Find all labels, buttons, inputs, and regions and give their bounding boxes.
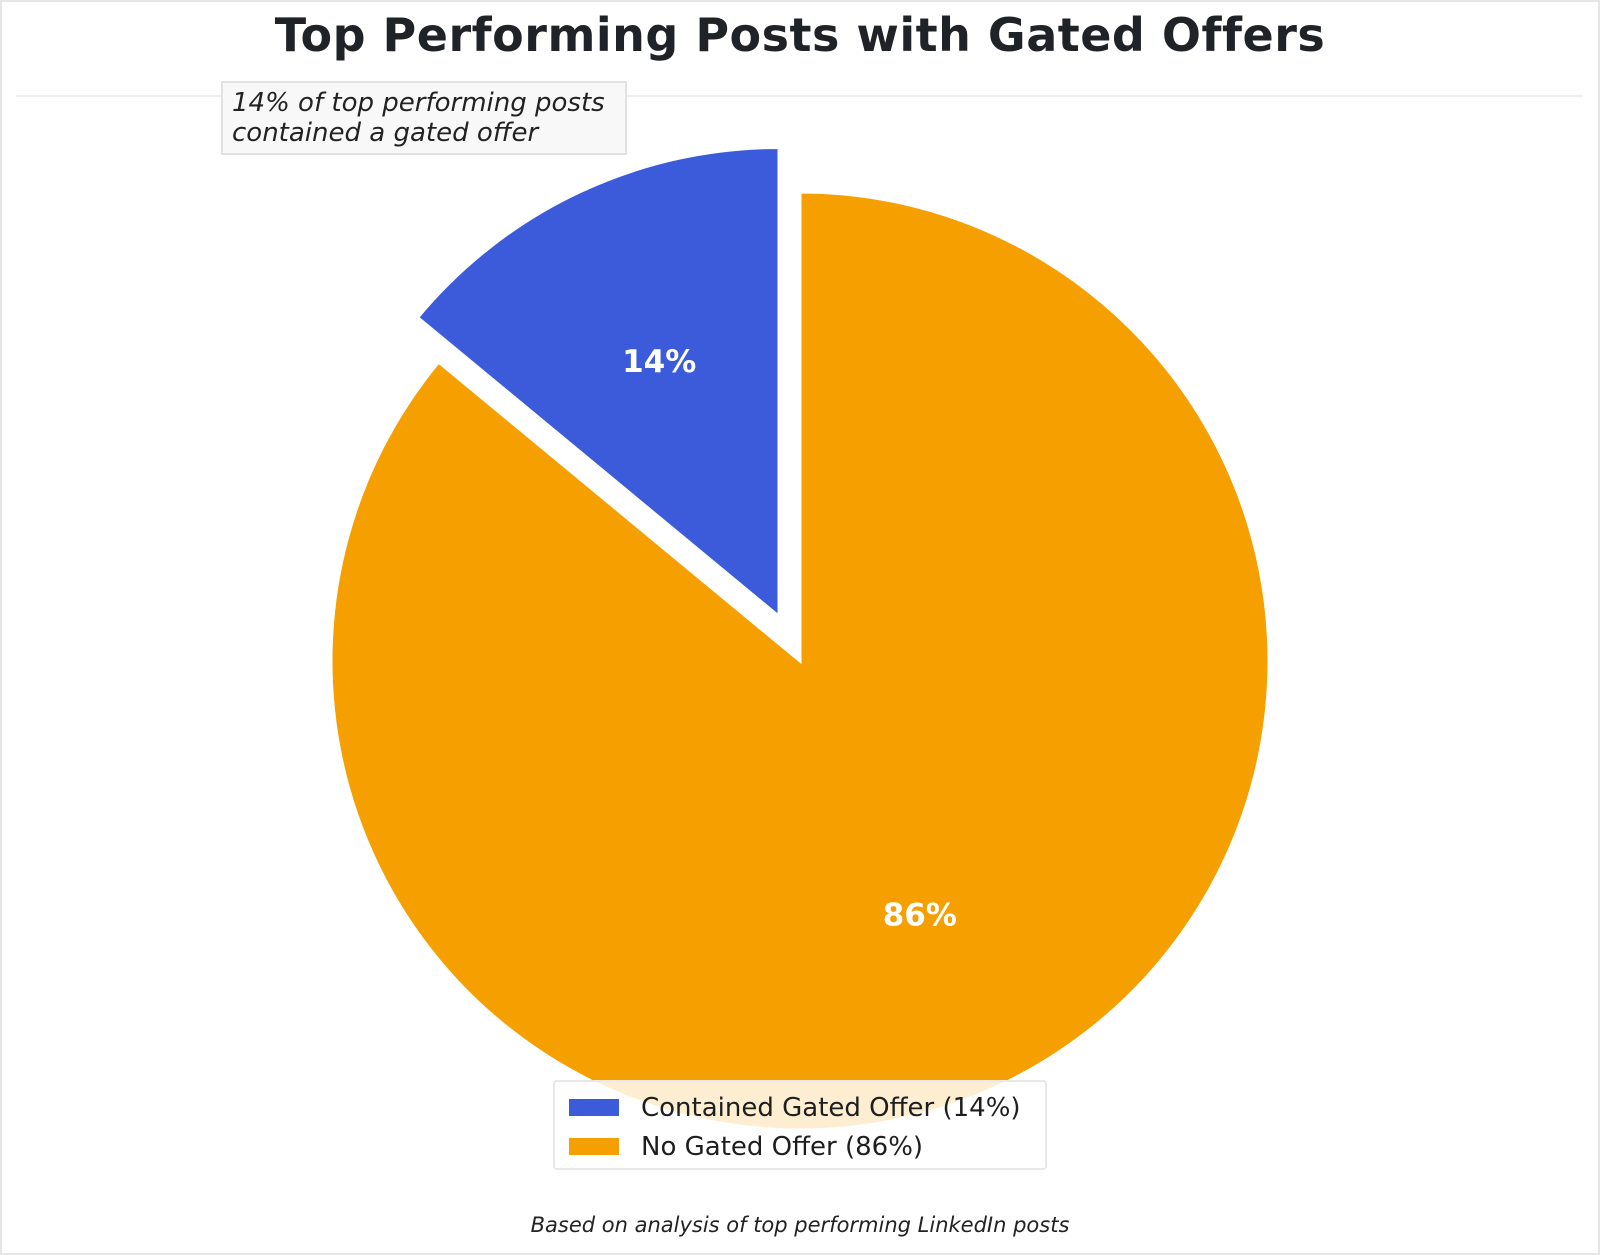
- chart-caption: Based on analysis of top performing Link…: [530, 1213, 1070, 1237]
- pie-label-no-gated: 86%: [883, 898, 957, 934]
- pie-label-gated: 14%: [622, 344, 696, 380]
- annotation-box: 14% of top performing posts contained a …: [221, 81, 627, 155]
- pie-labels: 14% 86%: [622, 344, 957, 934]
- legend-label-gated: Contained Gated Offer (14%): [641, 1092, 1021, 1123]
- legend-swatch-gated: [569, 1099, 619, 1116]
- legend-item-no-gated: No Gated Offer (86%): [555, 1127, 1045, 1166]
- pie-slice-gated: [415, 145, 781, 620]
- title-divider: [16, 95, 1583, 97]
- legend: Contained Gated Offer (14%) No Gated Off…: [553, 1080, 1047, 1170]
- chart-title: Top Performing Posts with Gated Offers: [274, 8, 1326, 62]
- legend-label-no-gated: No Gated Offer (86%): [641, 1131, 924, 1162]
- legend-item-gated: Contained Gated Offer (14%): [555, 1088, 1045, 1127]
- pie-slices: [329, 145, 1271, 1132]
- legend-swatch-no-gated: [569, 1138, 619, 1155]
